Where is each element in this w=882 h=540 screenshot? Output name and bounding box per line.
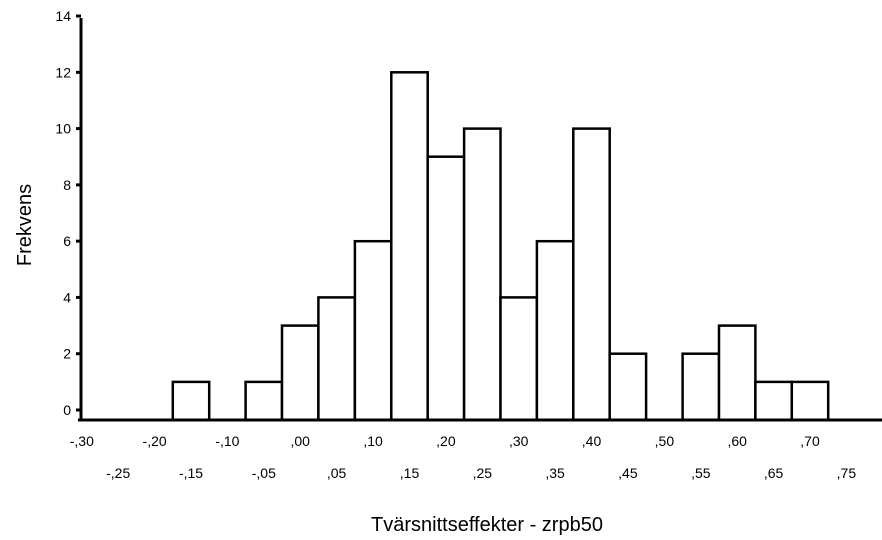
y-tick-label: 4 bbox=[63, 289, 71, 305]
y-tick-label: 6 bbox=[63, 233, 71, 249]
y-tick-label: 2 bbox=[63, 346, 71, 362]
histogram-bar bbox=[572, 127, 611, 422]
histogram-bar bbox=[462, 127, 502, 422]
y-axis-title: Frekvens bbox=[14, 184, 36, 266]
x-tick-label: ,20 bbox=[436, 433, 456, 449]
histogram-bar bbox=[790, 380, 830, 422]
y-tick-label: 14 bbox=[55, 8, 71, 24]
x-tick-label: ,60 bbox=[727, 433, 747, 449]
x-tick-label: ,10 bbox=[363, 433, 383, 449]
histogram-bar bbox=[280, 324, 320, 422]
y-tick-label: 12 bbox=[55, 64, 71, 80]
histogram-bar bbox=[244, 380, 284, 422]
x-tick-label: ,30 bbox=[509, 433, 529, 449]
histogram-bar bbox=[608, 352, 648, 422]
x-tick-label: -,20 bbox=[143, 433, 167, 449]
x-tick-label: ,05 bbox=[327, 465, 347, 481]
x-tick-label: ,55 bbox=[691, 465, 711, 481]
x-tick-label: ,75 bbox=[837, 465, 857, 481]
x-tick-label: -,05 bbox=[252, 465, 276, 481]
x-tick-label: -,30 bbox=[70, 433, 94, 449]
x-axis-title: Tvärsnittseffekter - zrpb50 bbox=[371, 514, 603, 536]
histogram-bar bbox=[754, 380, 794, 422]
histogram-bar bbox=[353, 239, 393, 422]
y-tick-label: 10 bbox=[55, 121, 71, 137]
histogram-bar bbox=[717, 324, 757, 422]
x-tick-label: -,25 bbox=[106, 465, 130, 481]
x-tick-label: ,40 bbox=[582, 433, 602, 449]
histogram-bar bbox=[317, 296, 357, 422]
histogram-bar bbox=[426, 155, 466, 422]
x-tick-label: ,50 bbox=[655, 433, 675, 449]
x-axis: -,30 -,20 -,10 ,00 ,10 ,20 ,30 ,40 ,50 ,60 ,70 -,25… bbox=[70, 418, 882, 481]
x-tick-label: ,00 bbox=[290, 433, 310, 449]
histogram-bar bbox=[681, 352, 721, 422]
y-axis: 0 2 4 6 8 10 12 14 bbox=[55, 8, 83, 420]
bars-group bbox=[171, 71, 830, 422]
x-tick-label: ,25 bbox=[473, 465, 493, 481]
x-tick-label: ,35 bbox=[545, 465, 565, 481]
histogram-bar bbox=[499, 296, 539, 422]
histogram-bar bbox=[171, 380, 211, 422]
histogram-bar bbox=[535, 239, 575, 422]
x-tick-label: ,65 bbox=[764, 465, 784, 481]
y-tick-label: 8 bbox=[63, 177, 71, 193]
x-tick-label: ,15 bbox=[400, 465, 420, 481]
histogram-bar bbox=[390, 71, 429, 422]
x-tick-label: -,10 bbox=[215, 433, 239, 449]
y-tick-label: 0 bbox=[63, 402, 71, 418]
x-tick-label: ,45 bbox=[618, 465, 638, 481]
x-tick-label: -,15 bbox=[179, 465, 203, 481]
x-tick-label: ,70 bbox=[800, 433, 820, 449]
